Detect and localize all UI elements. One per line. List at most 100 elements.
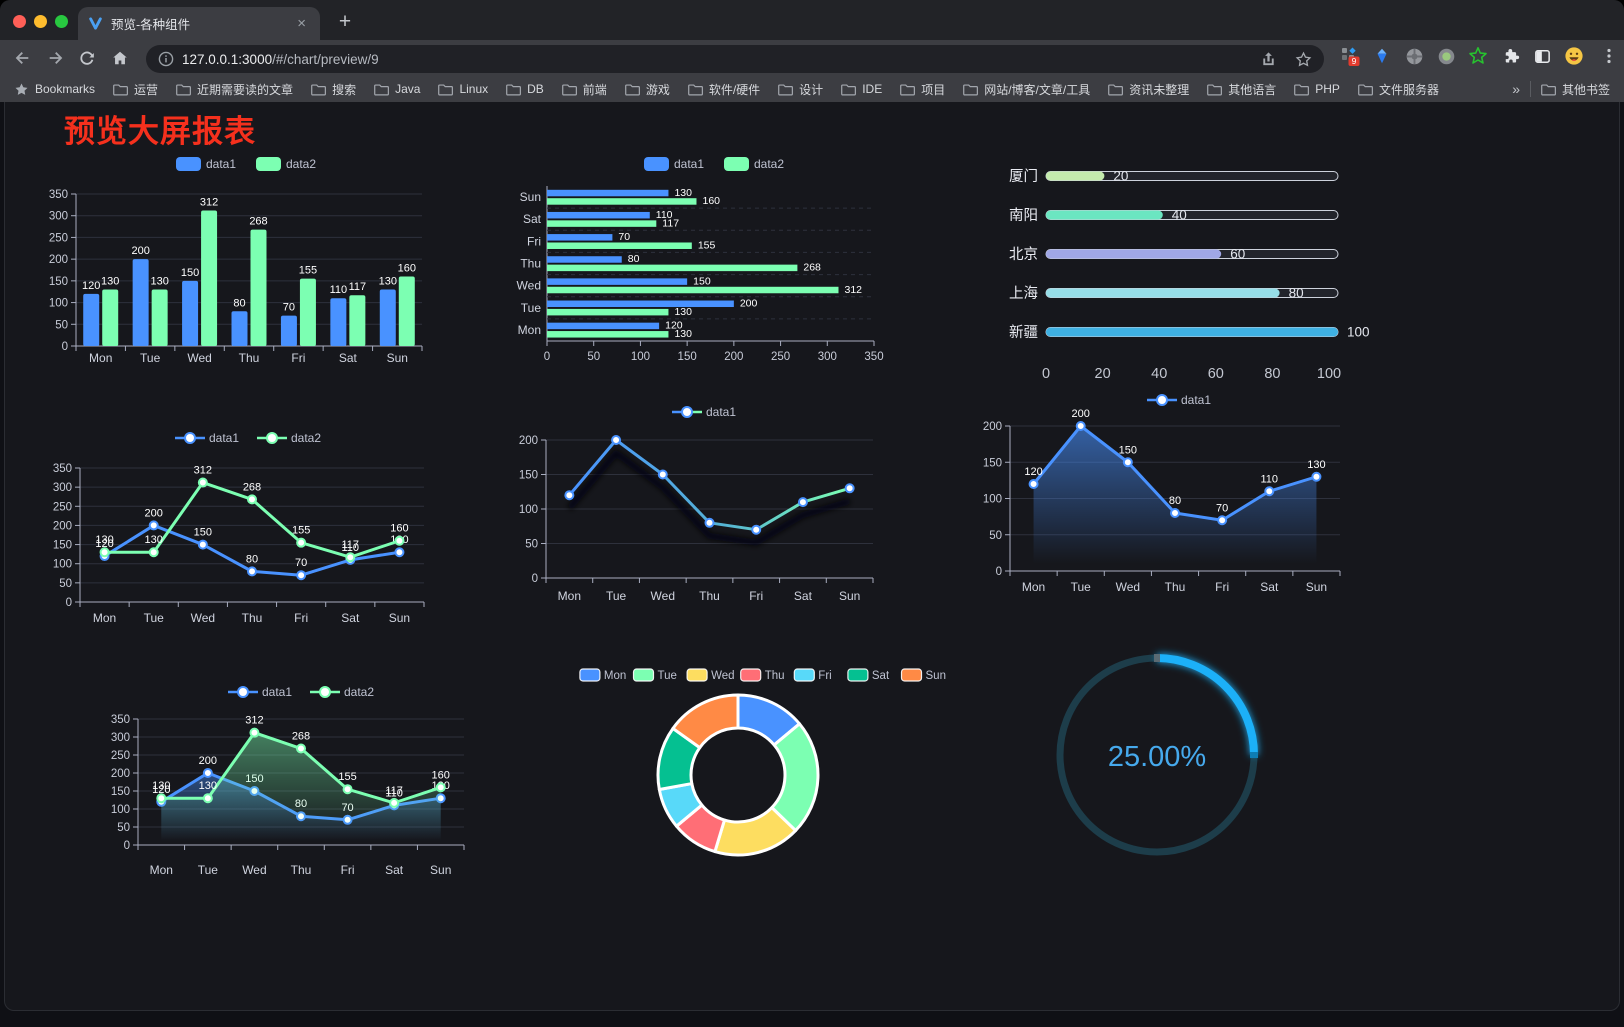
bookmark-item[interactable]: IDE — [841, 82, 882, 96]
folder-icon — [113, 83, 129, 95]
folder-icon — [687, 83, 703, 95]
bookmark-item[interactable]: 设计 — [778, 81, 823, 98]
svg-text:100: 100 — [1317, 366, 1341, 382]
gem-extension-icon[interactable] — [1372, 46, 1392, 66]
traffic-zoom-icon[interactable] — [55, 15, 68, 28]
svg-text:130: 130 — [674, 306, 692, 318]
bookmark-item[interactable]: 近期需要读的文章 — [176, 81, 293, 98]
svg-text:Fri: Fri — [818, 670, 831, 682]
grid-badge-extension-icon[interactable]: 9 — [1340, 46, 1360, 66]
reload-button[interactable] — [76, 47, 98, 69]
svg-text:Tue: Tue — [144, 611, 165, 625]
svg-text:160: 160 — [398, 263, 416, 275]
svg-text:Wed: Wed — [1116, 580, 1140, 594]
svg-text:Sun: Sun — [389, 611, 410, 625]
bookmark-item[interactable]: 运营 — [113, 81, 158, 98]
bookmark-item[interactable]: 软件/硬件 — [687, 81, 760, 98]
bookmark-item[interactable]: Java — [374, 82, 420, 96]
svg-text:data1: data1 — [209, 431, 239, 445]
svg-text:Wed: Wed — [711, 670, 734, 682]
svg-text:data2: data2 — [754, 157, 784, 171]
svg-text:350: 350 — [49, 189, 68, 201]
two-series-area-chart: data1 data2 0 50 100 150 200 250 300 350 Mon Tue Wed… — [111, 685, 465, 877]
svg-text:100: 100 — [111, 804, 130, 816]
svg-text:新疆: 新疆 — [1009, 324, 1038, 341]
svg-text:150: 150 — [983, 457, 1002, 469]
svg-text:250: 250 — [771, 351, 790, 363]
bookmarks-right: » 其他书签 — [1512, 81, 1610, 98]
back-button[interactable] — [11, 47, 33, 69]
svg-text:Thu: Thu — [520, 257, 541, 271]
svg-text:150: 150 — [181, 267, 199, 279]
other-bookmarks-item[interactable]: 其他书签 — [1541, 81, 1610, 98]
svg-text:Wed: Wed — [242, 863, 266, 877]
svg-text:117: 117 — [349, 281, 367, 293]
svg-text:117: 117 — [342, 539, 360, 551]
bookmarks-list: 运营 近期需要读的文章 搜索 Java Linux DB 前端 游戏 软件/硬件 设计 IDE 项目 网… — [113, 81, 1457, 98]
svg-text:120: 120 — [95, 538, 113, 550]
bookmark-star-icon[interactable] — [1295, 51, 1312, 68]
svg-text:0: 0 — [1042, 366, 1050, 382]
svg-text:data2: data2 — [286, 157, 316, 171]
svg-text:data1: data1 — [1181, 393, 1211, 407]
svg-text:155: 155 — [698, 239, 716, 251]
puzzle-extensions-icon[interactable] — [1500, 46, 1520, 66]
tab-close-icon[interactable]: × — [297, 15, 306, 32]
grouped-bar-chart: data1 data2 0 50 100 150 200 250 300 350 Mon Tue Wed… — [49, 157, 423, 365]
svg-text:130: 130 — [674, 187, 692, 199]
svg-text:350: 350 — [53, 463, 72, 475]
svg-text:Sat: Sat — [1260, 580, 1279, 594]
svg-text:data1: data1 — [262, 685, 292, 699]
bookmark-item[interactable]: 前端 — [561, 81, 607, 98]
svg-text:60: 60 — [1208, 366, 1224, 382]
svg-text:150: 150 — [49, 276, 68, 288]
bookmark-item[interactable]: 游戏 — [624, 81, 670, 98]
svg-text:312: 312 — [194, 465, 212, 477]
bookmark-item[interactable]: DB — [506, 82, 544, 96]
svg-text:300: 300 — [53, 482, 72, 494]
share-icon[interactable] — [1260, 51, 1277, 68]
bookmark-item[interactable]: 资讯未整理 — [1108, 81, 1189, 98]
svg-text:Mon: Mon — [150, 863, 173, 877]
svg-text:Tue: Tue — [658, 670, 677, 682]
bookmarks-overflow-chevron[interactable]: » — [1512, 81, 1520, 97]
bookmark-item[interactable]: 网站/博客/文章/工具 — [963, 81, 1090, 98]
bookmark-item[interactable]: 其他语言 — [1207, 81, 1276, 98]
browser-menu-icon[interactable] — [1600, 47, 1618, 70]
bookmark-item[interactable]: Linux — [438, 82, 488, 96]
bookmarks-manager-item[interactable]: Bookmarks — [14, 82, 95, 97]
wheel-extension-icon[interactable] — [1404, 46, 1424, 66]
bookmarks-divider — [1529, 81, 1531, 97]
green-star-extension-icon[interactable] — [1468, 46, 1488, 66]
svg-text:120: 120 — [82, 280, 100, 292]
record-extension-icon[interactable] — [1436, 46, 1456, 66]
svg-text:北京: 北京 — [1009, 246, 1038, 263]
folder-icon — [506, 83, 522, 95]
svg-text:data1: data1 — [206, 157, 236, 171]
forward-button[interactable] — [45, 47, 67, 69]
svg-text:100: 100 — [519, 504, 538, 516]
site-info-icon[interactable] — [158, 51, 174, 67]
browser-tab[interactable]: 预览-各种组件 × — [78, 7, 320, 40]
svg-text:Sun: Sun — [520, 190, 541, 204]
new-tab-button[interactable]: + — [338, 10, 352, 33]
traffic-minimize-icon[interactable] — [34, 15, 47, 28]
svg-text:Fri: Fri — [341, 863, 355, 877]
emoji-extension-icon[interactable] — [1564, 46, 1584, 66]
svg-text:100: 100 — [53, 559, 72, 571]
address-bar[interactable]: 127.0.0.1:3000/#/chart/preview/9 — [146, 45, 1324, 73]
side-panel-icon[interactable] — [1532, 46, 1552, 66]
svg-text:268: 268 — [292, 731, 310, 743]
svg-text:Sat: Sat — [385, 863, 404, 877]
bookmark-item[interactable]: 搜索 — [311, 81, 356, 98]
bookmark-item[interactable]: 文件服务器 — [1358, 81, 1439, 98]
svg-text:20: 20 — [1113, 169, 1128, 184]
home-button[interactable] — [109, 47, 131, 69]
traffic-close-icon[interactable] — [13, 15, 26, 28]
svg-text:25.00%: 25.00% — [1108, 741, 1206, 773]
url-host: 127.0.0.1:3000 — [182, 51, 273, 67]
bookmark-item[interactable]: PHP — [1294, 82, 1340, 96]
svg-text:50: 50 — [525, 539, 538, 551]
bookmark-item[interactable]: 项目 — [900, 81, 945, 98]
gauge-chart: 25.00% — [1056, 654, 1258, 856]
